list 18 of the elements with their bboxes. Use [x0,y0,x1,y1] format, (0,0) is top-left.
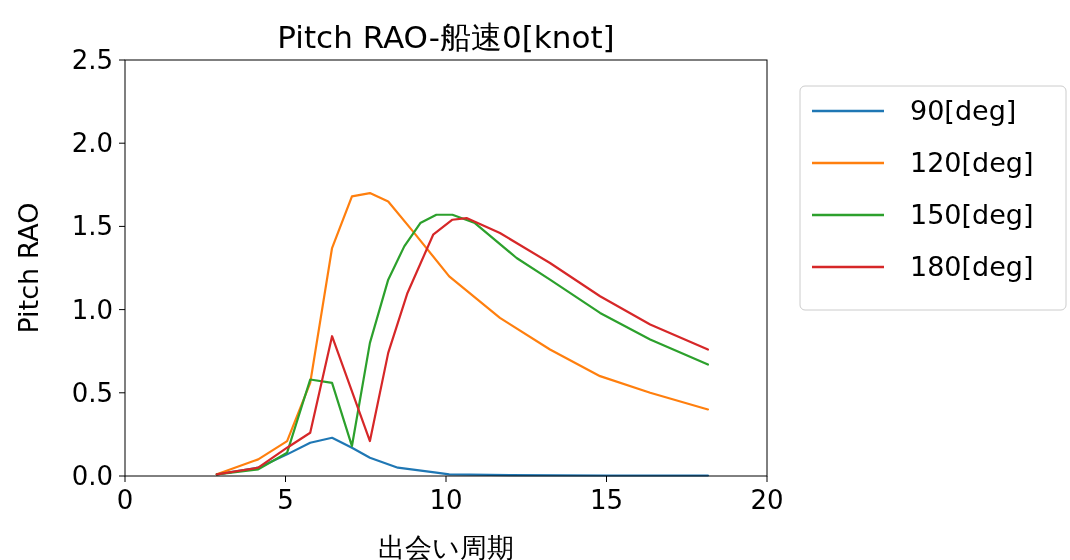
x-tick-label: 5 [277,485,294,515]
y-tick-label: 0.0 [71,461,113,491]
y-axis-title: Pitch RAO [13,202,44,334]
x-axis-title: 出会い周期 [378,532,514,560]
y-tick-label: 1.5 [71,211,113,242]
legend-label: 90[deg] [910,95,1017,126]
legend-label: 180[deg] [910,251,1034,282]
chart-title: Pitch RAO-船速0[knot] [277,19,615,55]
x-tick-label: 0 [116,485,134,515]
legend-label: 120[deg] [910,147,1034,178]
y-tick-label: 2.0 [71,128,113,159]
legend-label: 150[deg] [910,199,1034,230]
y-tick-label: 1.0 [71,294,113,325]
x-tick-label: 20 [750,485,784,515]
y-tick-label: 0.5 [71,377,113,408]
x-tick-label: 15 [589,485,624,515]
x-tick-label: 10 [429,485,463,515]
y-tick-label: 2.5 [71,45,113,75]
